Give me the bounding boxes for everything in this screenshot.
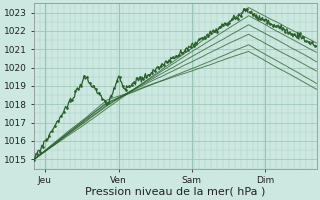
X-axis label: Pression niveau de la mer( hPa ): Pression niveau de la mer( hPa ) <box>85 187 266 197</box>
